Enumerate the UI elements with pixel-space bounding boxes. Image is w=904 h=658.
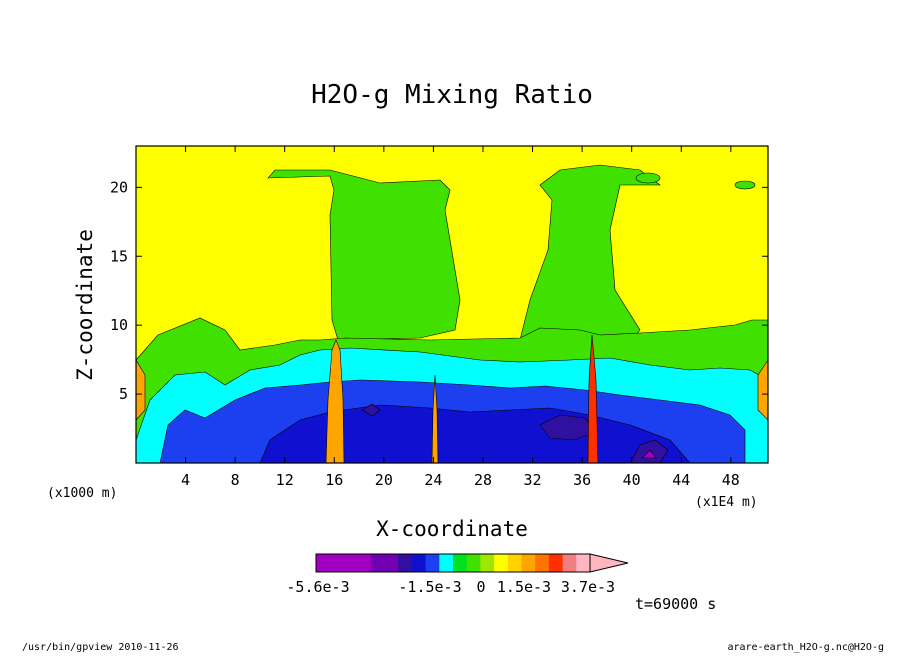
colorbar-label: 3.7e-3 — [561, 578, 615, 596]
colorbar-swatch — [507, 554, 522, 572]
x-tick-label: 24 — [424, 471, 442, 489]
colorbar-swatch — [316, 554, 331, 572]
plot-frame — [135, 145, 769, 464]
colorbar-swatch — [548, 554, 564, 572]
x-scale-label: (x1E4 m) — [695, 495, 758, 510]
colorbar-swatch — [480, 554, 495, 572]
colorbar-frame — [315, 553, 591, 573]
footer-left: /usr/bin/gpview 2010-11-26 — [22, 642, 179, 653]
y-axis: 5 10 15 20 — [110, 178, 768, 403]
colorbar-swatch — [439, 554, 454, 572]
colorbar-swatch — [370, 554, 385, 572]
y-tick-label: 15 — [110, 247, 128, 265]
x-tick-label: 28 — [474, 471, 492, 489]
x-tick-label: 20 — [375, 471, 393, 489]
colorbar-label: -1.5e-3 — [398, 578, 461, 596]
x-axis-label: X-coordinate — [376, 517, 528, 541]
x-axis: 4 8 12 16 20 24 28 32 36 40 44 48 — [181, 146, 740, 489]
contour-field — [136, 146, 768, 463]
colorbar-swatch — [329, 554, 344, 572]
colorbar-swatch — [576, 554, 591, 572]
colorbar-label: 1.5e-3 — [497, 578, 551, 596]
y-axis-label: Z-coordinate — [73, 229, 97, 381]
y-tick-label: 20 — [110, 178, 128, 196]
colorbar-label: -5.6e-3 — [286, 578, 349, 596]
colorbar-swatch — [357, 554, 372, 572]
x-tick-label: 36 — [573, 471, 591, 489]
colorbar-swatch — [494, 554, 509, 572]
x-tick-label: 12 — [276, 471, 294, 489]
x-tick-label: 44 — [672, 471, 690, 489]
y-tick-label: 10 — [110, 316, 128, 334]
footer-right: arare-earth_H2O-g.nc@H2O-g — [727, 642, 884, 653]
colorbar-swatch — [562, 554, 577, 572]
colorbar-swatch — [384, 554, 399, 572]
x-tick-label: 16 — [325, 471, 343, 489]
colorbar-swatch — [466, 554, 481, 572]
chart-title: H2O-g Mixing Ratio — [311, 80, 593, 110]
x-tick-label: 40 — [623, 471, 641, 489]
colorbar-swatch — [453, 554, 468, 572]
time-annotation: t=69000 s — [635, 595, 716, 613]
y-tick-label: 5 — [119, 385, 128, 403]
x-tick-label: 4 — [181, 471, 190, 489]
x-tick-label: 48 — [722, 471, 740, 489]
colorbar-extension-arrow — [589, 553, 629, 573]
colorbar — [315, 553, 629, 573]
colorbar-swatch — [398, 554, 413, 572]
colorbar-label: 0 — [476, 578, 485, 596]
colorbar-labels: -5.6e-3 -1.5e-3 0 1.5e-3 3.7e-3 — [286, 578, 615, 596]
x-unit-label: (x1000 m) — [47, 486, 117, 501]
colorbar-swatch — [425, 554, 440, 572]
colorbar-swatch — [535, 554, 550, 572]
x-tick-label: 8 — [231, 471, 240, 489]
colorbar-swatch — [343, 554, 358, 572]
colorbar-swatch — [411, 554, 427, 572]
colorbar-swatch — [521, 554, 536, 572]
x-tick-label: 32 — [524, 471, 542, 489]
